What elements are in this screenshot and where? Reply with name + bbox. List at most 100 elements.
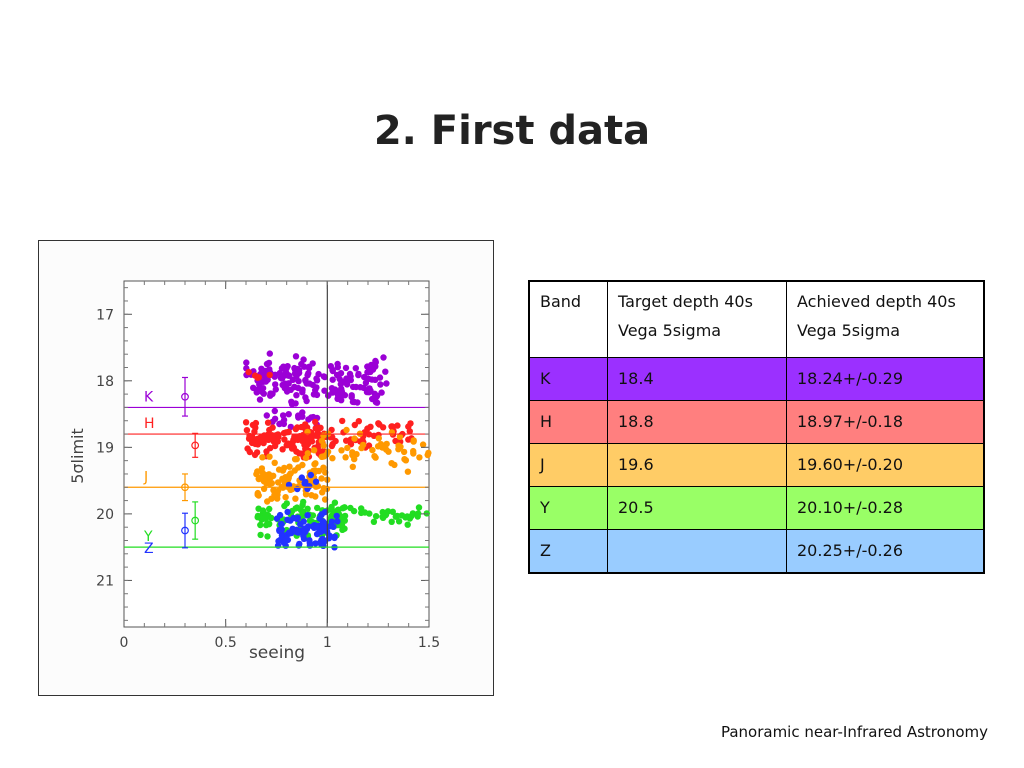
data-point-y [402, 514, 409, 521]
data-point-j [271, 491, 278, 499]
achieved-depth-cell: 20.10+/-0.28 [786, 486, 985, 530]
target-depth-cell: 20.5 [607, 486, 787, 530]
data-point-k [266, 366, 273, 373]
errorbar-marker-y [191, 516, 200, 525]
data-point-z [321, 508, 329, 516]
y-tick-label: 17 [96, 307, 114, 323]
data-point-k [342, 364, 350, 372]
data-point-k [293, 392, 300, 399]
data-point-j [375, 435, 382, 442]
data-point-y [370, 518, 378, 525]
data-point-k [291, 365, 298, 372]
table-body: K 18.4 18.24+/-0.29 H 18.8 18.97+/-0.18 J 19.6 1… [528, 357, 985, 574]
data-point-j [343, 426, 350, 434]
data-point-k [372, 393, 380, 401]
data-point-h [355, 418, 362, 425]
col-header-achieved-line1: Achieved depth 40s [797, 292, 956, 311]
data-point-k [367, 387, 374, 394]
data-point-k [291, 383, 298, 391]
data-point-z [287, 517, 294, 524]
table-row-z: Z 20.25+/-0.26 [528, 529, 985, 574]
slide-footer: Panoramic near-Infrared Astronomy [720, 723, 988, 741]
data-point-h [266, 371, 273, 379]
data-point-k [253, 389, 260, 396]
data-point-j [383, 440, 390, 448]
data-point-h [312, 418, 319, 426]
data-point-z [296, 540, 303, 548]
table-row-h: H 18.8 18.97+/-0.18 [528, 400, 985, 444]
data-point-k [259, 385, 267, 392]
col-header-target-line1: Target depth 40s [618, 292, 753, 311]
col-header-target-line2: Vega 5sigma [618, 321, 722, 340]
data-point-y [408, 513, 415, 520]
data-point-k [342, 379, 349, 386]
data-point-k [299, 386, 306, 393]
achieved-depth-cell: 18.97+/-0.18 [786, 400, 985, 444]
data-point-j [287, 470, 294, 477]
data-point-k [349, 383, 357, 391]
table-header-row: Band Target depth 40s Vega 5sigma Achiev… [528, 280, 985, 358]
data-point-h [251, 451, 259, 459]
table-row-j: J 19.6 19.60+/-0.20 [528, 443, 985, 487]
data-point-j [293, 455, 300, 463]
data-point-h [264, 419, 272, 426]
data-point-j [264, 498, 271, 505]
data-point-k [295, 412, 302, 419]
data-point-j [404, 468, 412, 475]
data-point-k [279, 412, 287, 419]
data-point-j [372, 454, 379, 461]
data-point-k [258, 365, 265, 372]
band-cell: H [528, 400, 608, 444]
data-point-j [268, 480, 275, 487]
data-point-h [263, 448, 270, 455]
data-point-k [279, 381, 286, 389]
data-point-j [388, 429, 396, 436]
data-point-y [339, 526, 346, 533]
achieved-depth-cell: 20.25+/-0.26 [786, 529, 985, 574]
data-point-j [312, 460, 319, 467]
data-point-j [310, 447, 318, 454]
data-point-k [378, 389, 385, 396]
band-cell: K [528, 357, 608, 401]
data-point-j [254, 489, 261, 497]
band-cell: Z [528, 529, 608, 574]
data-point-z [278, 526, 285, 533]
seeing-vs-depth-scatter-plot: KH J YZ 0 0.5 1 1.5 17 18 19 20 21 seeing 5σlimit [68, 280, 440, 663]
data-point-h [294, 424, 301, 431]
errorbar-marker-j [181, 483, 189, 492]
data-point-h [248, 433, 256, 440]
data-point-z [295, 529, 302, 536]
data-point-k [295, 378, 302, 385]
data-point-k [285, 411, 292, 418]
data-point-j [308, 492, 315, 499]
data-point-j [419, 441, 427, 448]
band-cell: J [528, 443, 608, 487]
achieved-depth-cell: 18.24+/-0.29 [786, 357, 985, 401]
data-point-j [400, 448, 408, 456]
slide-title: 2. First data [373, 108, 651, 154]
data-point-h [364, 425, 371, 432]
data-point-j [349, 449, 356, 456]
data-point-y [347, 504, 354, 512]
data-point-h [254, 441, 262, 448]
data-point-h [308, 433, 315, 440]
data-point-h [252, 419, 260, 427]
data-point-j [304, 450, 311, 457]
data-point-z [307, 471, 314, 479]
data-point-z [319, 518, 327, 525]
data-point-k [304, 372, 311, 379]
data-point-h [351, 421, 358, 429]
data-point-h [406, 428, 413, 435]
target-depth-cell: 18.8 [607, 400, 787, 444]
data-point-k [272, 381, 279, 388]
data-point-y [394, 512, 401, 520]
data-point-j [270, 472, 277, 479]
y-tick-label: 18 [96, 374, 114, 390]
target-depth-cell [607, 529, 787, 574]
data-point-k [328, 385, 336, 392]
data-point-h [394, 422, 401, 429]
data-point-h [259, 436, 266, 444]
data-point-y [266, 505, 273, 513]
data-point-j [282, 494, 289, 501]
data-point-j [271, 459, 278, 466]
